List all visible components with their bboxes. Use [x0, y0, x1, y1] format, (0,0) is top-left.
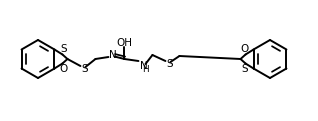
Text: OH: OH: [116, 38, 133, 48]
Text: S: S: [60, 45, 67, 54]
Text: S: S: [81, 64, 88, 74]
Text: N: N: [108, 50, 116, 60]
Text: H: H: [142, 65, 149, 75]
Text: O: O: [240, 45, 249, 54]
Text: S: S: [166, 59, 173, 69]
Text: S: S: [241, 64, 248, 73]
Text: O: O: [59, 64, 68, 73]
Text: N: N: [140, 61, 147, 71]
